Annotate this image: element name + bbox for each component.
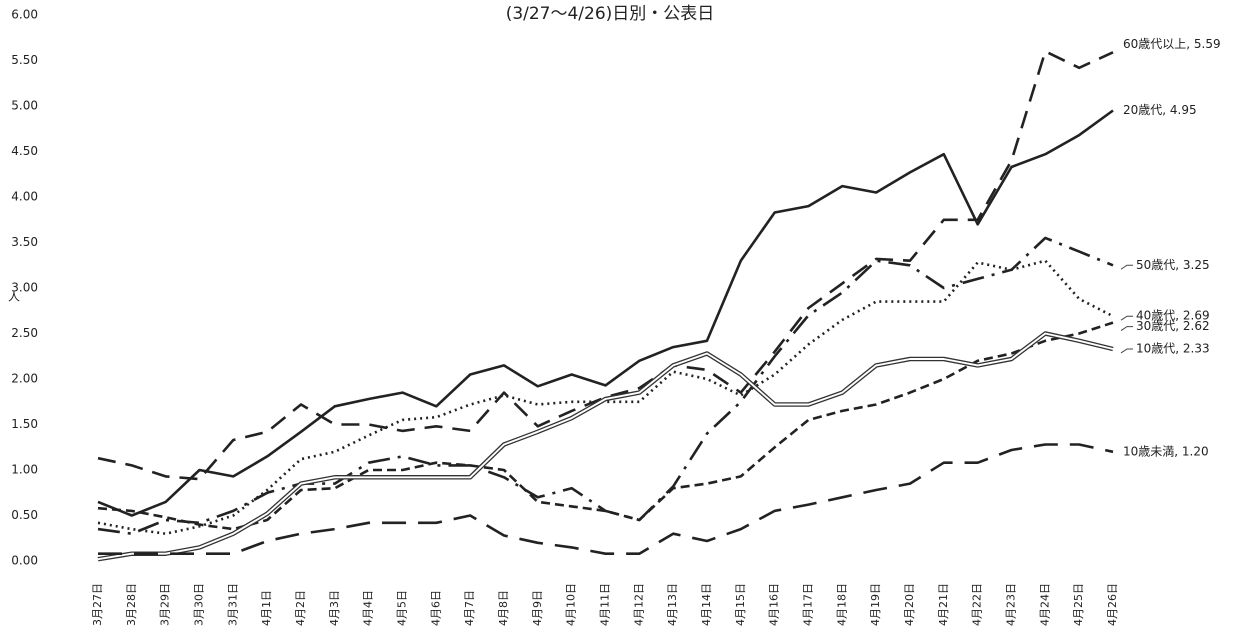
x-tick-label: 4月21日	[937, 583, 950, 626]
label-leader	[1120, 326, 1133, 331]
x-tick-label: 4月13日	[666, 583, 679, 626]
y-tick-label: 5.00	[11, 99, 38, 113]
x-tick-label: 4月7日	[463, 590, 476, 626]
y-tick-label: 1.00	[11, 463, 38, 477]
y-axis-label: 人	[8, 290, 20, 304]
y-tick-label: 2.00	[11, 372, 38, 386]
end-label: 20歳代, 4.95	[1123, 103, 1197, 117]
x-tick-label: 4月5日	[396, 590, 409, 626]
end-label: 10歳代, 2.33	[1136, 341, 1210, 355]
x-tick-label: 4月1日	[260, 590, 273, 626]
x-tick-label: 4月22日	[971, 583, 984, 626]
x-tick-label: 4月2日	[294, 590, 307, 626]
x-tick-label: 4月12日	[632, 583, 645, 626]
x-tick-label: 3月29日	[159, 583, 172, 626]
series-line	[97, 50, 1114, 481]
x-tick-label: 4月16日	[768, 583, 781, 626]
x-tick-label: 3月30日	[193, 583, 206, 626]
x-tick-label: 4月20日	[903, 583, 916, 626]
x-tick-label: 3月31日	[226, 583, 239, 626]
end-label: 40歳代, 2.69	[1136, 309, 1210, 323]
y-tick-label: 1.50	[11, 417, 38, 431]
x-tick-label: 4月3日	[328, 590, 341, 626]
y-tick-label: 3.50	[11, 235, 38, 249]
x-tick-label: 3月27日	[91, 583, 104, 626]
series-line	[97, 259, 1114, 535]
x-tick-label: 4月11日	[599, 583, 612, 626]
x-tick-label: 4月19日	[869, 583, 882, 626]
x-tick-label: 3月28日	[125, 583, 138, 626]
series-line-inner	[97, 332, 1114, 561]
x-tick-label: 4月9日	[531, 590, 544, 626]
x-tick-label: 4月26日	[1106, 583, 1119, 626]
end-label: 30歳代, 2.62	[1136, 319, 1210, 333]
x-tick-label: 4月6日	[429, 590, 442, 626]
series-line	[97, 109, 1114, 517]
x-tick-label: 4月17日	[802, 583, 815, 626]
series-line	[98, 443, 1114, 555]
end-label: 50歳代, 3.25	[1136, 258, 1210, 272]
series-line	[97, 331, 1114, 562]
label-leader	[1120, 315, 1133, 321]
x-tick-label: 4月23日	[1005, 583, 1018, 626]
y-tick-label: 4.00	[11, 190, 38, 204]
x-tick-label: 4月25日	[1072, 583, 1085, 626]
x-tick-label: 4月8日	[497, 590, 510, 626]
x-tick-label: 4月10日	[565, 583, 578, 626]
y-tick-label: 0.50	[11, 508, 38, 522]
series-line	[97, 321, 1114, 531]
label-leader	[1120, 348, 1133, 354]
chart-title: (3/27〜4/26)日別・公表日	[506, 4, 715, 24]
y-tick-label: 4.50	[11, 144, 38, 158]
y-tick-label: 0.00	[11, 554, 38, 568]
x-tick-label: 4月4日	[362, 590, 375, 626]
y-tick-label: 3.00	[11, 281, 38, 295]
x-tick-label: 4月18日	[835, 583, 848, 626]
x-tick-label: 4月24日	[1038, 583, 1051, 626]
end-label: 10歳未満, 1.20	[1123, 444, 1209, 458]
y-tick-label: 2.50	[11, 326, 38, 340]
y-tick-label: 5.50	[11, 53, 38, 67]
x-tick-label: 4月14日	[700, 583, 713, 626]
label-leader	[1120, 264, 1133, 270]
x-tick-label: 4月15日	[734, 583, 747, 626]
end-label: 60歳代以上, 5.59	[1123, 37, 1221, 51]
y-tick-label: 6.00	[11, 8, 38, 22]
